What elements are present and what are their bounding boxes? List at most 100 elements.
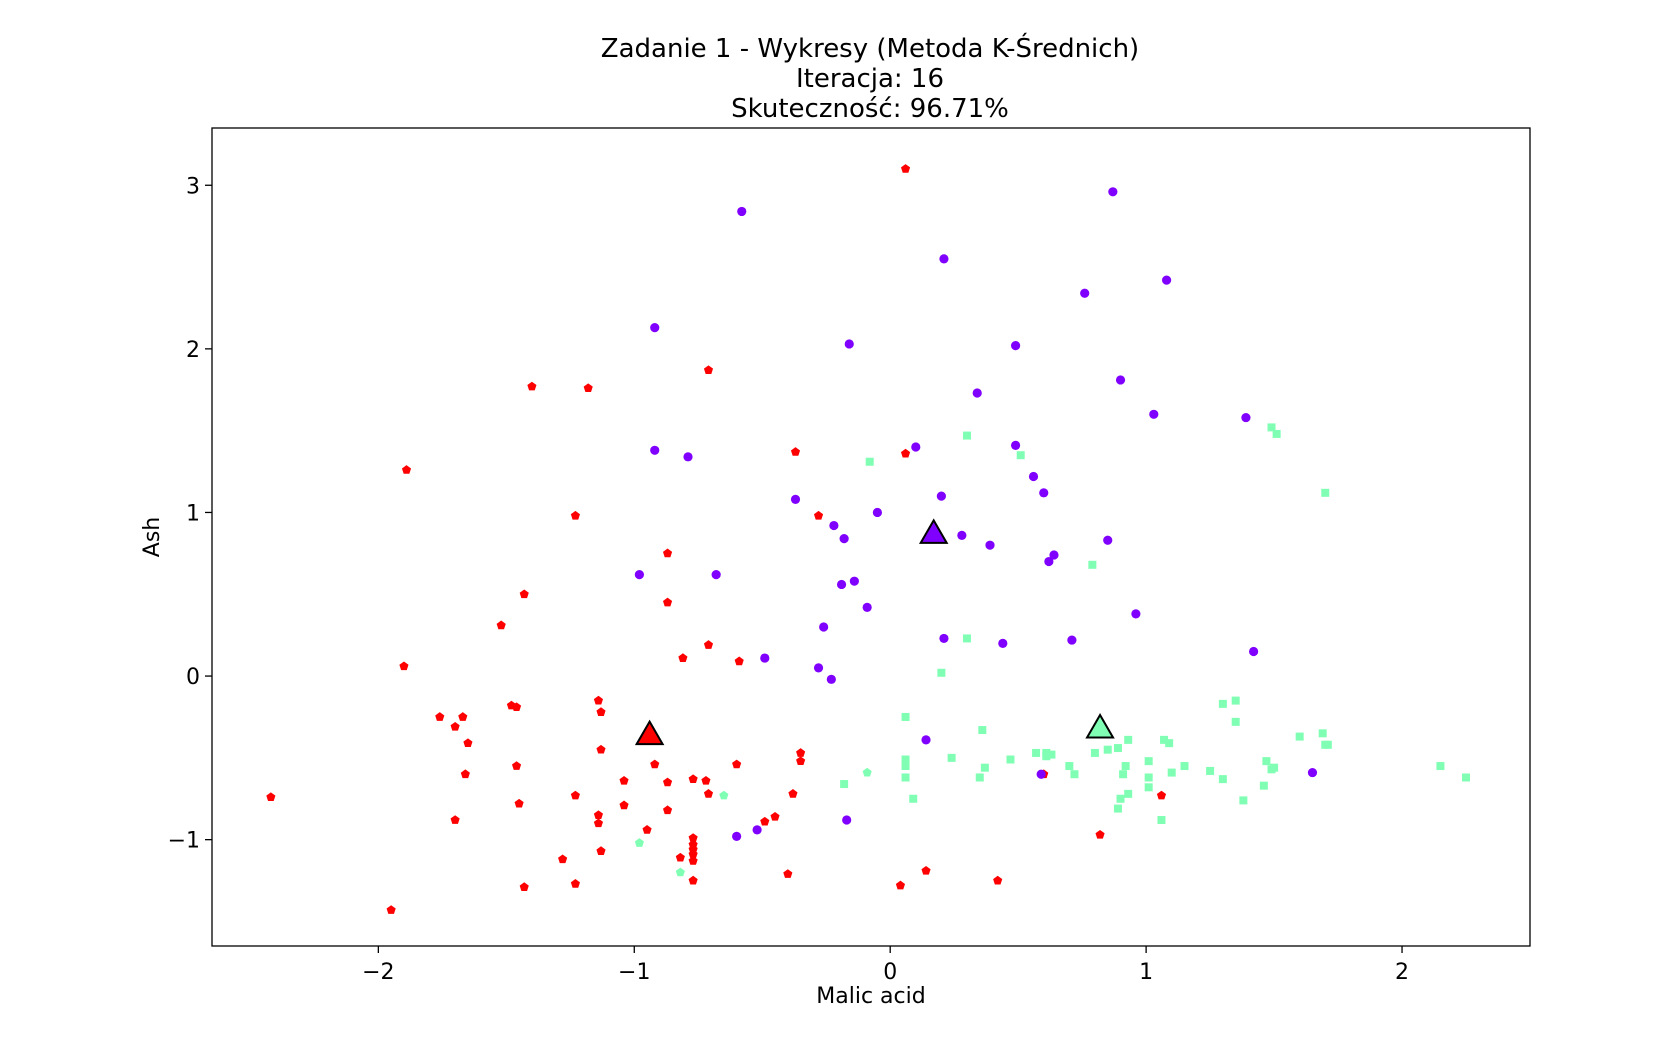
data-point-circle <box>650 445 660 455</box>
chart-title-line-1: Zadanie 1 - Wykresy (Metoda K-Średnich) <box>601 32 1139 64</box>
data-point-square <box>962 634 971 643</box>
data-point-square <box>1119 770 1128 779</box>
data-point-square <box>1267 423 1276 432</box>
data-point-pentagon <box>662 777 673 787</box>
data-point-pentagon <box>895 880 905 890</box>
data-point-pentagon <box>596 707 606 716</box>
data-point-circle <box>1049 550 1059 560</box>
data-point-pentagon <box>688 833 698 842</box>
data-point-square <box>901 773 910 782</box>
data-point-pentagon <box>734 656 744 666</box>
data-point-square <box>978 726 987 735</box>
data-point-circle <box>634 570 644 580</box>
data-point-square <box>962 431 971 440</box>
data-point-pentagon <box>266 792 276 802</box>
data-point-pentagon <box>675 852 685 862</box>
data-point-pentagon <box>760 816 770 826</box>
data-point-pentagon <box>450 815 460 824</box>
centroid-triangle <box>918 518 949 544</box>
data-point-square <box>1259 781 1268 790</box>
data-point-square <box>1113 744 1122 753</box>
data-point-square <box>1090 748 1099 757</box>
data-point-pentagon <box>796 756 806 766</box>
data-point-pentagon <box>642 825 652 834</box>
data-point-square <box>1231 717 1240 726</box>
y-tick-label: 1 <box>186 501 200 526</box>
data-point-circle <box>1131 609 1141 619</box>
x-tick-label: −1 <box>618 960 650 985</box>
data-point-pentagon <box>460 769 470 779</box>
data-point-pentagon <box>900 448 911 458</box>
data-point-circle <box>972 388 982 398</box>
data-point-pentagon <box>662 548 673 558</box>
data-point-square <box>1218 775 1227 784</box>
data-point-pentagon <box>900 164 911 173</box>
data-point-square <box>1160 735 1169 744</box>
data-point-circle <box>1039 488 1049 498</box>
data-point-circle <box>921 735 931 745</box>
data-point-circle <box>849 576 859 586</box>
data-point-square <box>1144 783 1153 792</box>
data-point-square <box>1088 560 1097 569</box>
x-tick-label: 2 <box>1395 960 1409 985</box>
y-tick-label: 2 <box>186 338 200 363</box>
data-point-pentagon <box>593 695 604 705</box>
data-point-circle <box>839 534 849 544</box>
data-point-circle <box>872 507 882 518</box>
data-point-circle <box>711 570 721 580</box>
data-point-square <box>937 668 946 677</box>
data-point-circle <box>1307 767 1318 778</box>
data-point-square <box>1065 762 1074 771</box>
data-point-circle <box>1108 187 1118 197</box>
data-point-pentagon <box>993 875 1003 885</box>
data-point-pentagon <box>634 838 644 847</box>
data-point-pentagon <box>399 661 409 671</box>
data-point-circle <box>936 491 946 501</box>
data-point-pentagon <box>519 882 529 891</box>
data-point-circle <box>1161 275 1172 285</box>
data-point-square <box>909 794 918 803</box>
data-point-pentagon <box>570 790 580 800</box>
y-axis-label: Ash <box>140 517 165 557</box>
x-tick-label: 1 <box>1139 960 1153 985</box>
data-point-square <box>901 755 910 764</box>
data-point-circle <box>842 815 852 825</box>
data-point-square <box>1165 739 1174 748</box>
centroid-triangle <box>1085 713 1115 739</box>
data-point-square <box>1231 696 1240 705</box>
data-point-pentagon <box>527 381 537 391</box>
data-point-pentagon <box>813 510 824 520</box>
data-point-pentagon <box>511 761 522 770</box>
data-point-circle <box>829 520 839 531</box>
data-point-circle <box>819 622 829 632</box>
data-point-pentagon <box>688 849 698 859</box>
data-point-pentagon <box>703 640 714 649</box>
data-point-circle <box>862 602 872 612</box>
data-point-pentagon <box>688 875 698 885</box>
data-point-pentagon <box>921 865 931 875</box>
data-point-pentagon <box>558 854 568 864</box>
data-point-pentagon <box>790 447 801 456</box>
data-point-circle <box>1010 340 1021 351</box>
data-point-circle <box>826 674 836 684</box>
data-point-circle <box>752 825 762 835</box>
data-point-square <box>1113 804 1122 813</box>
data-point-pentagon <box>688 856 698 865</box>
data-point-square <box>1218 699 1227 708</box>
data-point-pentagon <box>796 748 806 757</box>
y-axis-ticks: −1 0 1 2 3 <box>168 174 212 854</box>
data-point-circle <box>998 638 1008 648</box>
data-point-pentagon <box>463 738 473 748</box>
data-point-pentagon <box>732 759 742 769</box>
data-point-circle <box>1036 769 1046 779</box>
data-point-circle <box>1249 646 1259 657</box>
data-point-square <box>1047 750 1056 759</box>
data-point-circle <box>737 206 747 217</box>
data-point-pentagon <box>386 905 396 914</box>
data-point-pentagon <box>675 867 685 877</box>
data-point-circle <box>760 653 770 663</box>
data-point-circle <box>790 494 801 504</box>
data-point-square <box>840 780 849 789</box>
